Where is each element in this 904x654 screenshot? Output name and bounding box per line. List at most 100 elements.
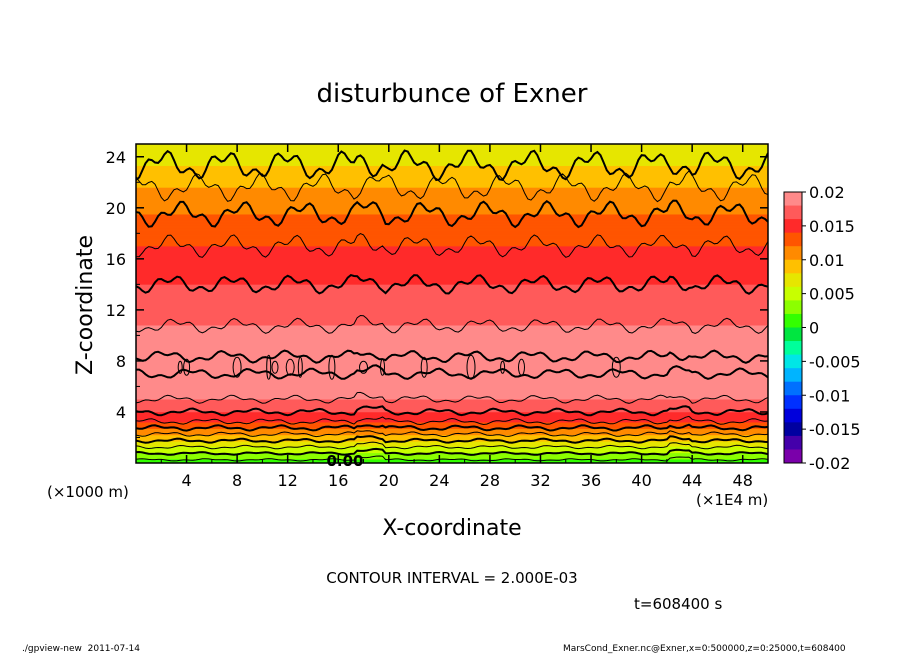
contour-cells [177, 354, 621, 380]
y-axis-label: Z-coordinate [73, 235, 98, 375]
contour-band [136, 375, 768, 378]
contour-band [136, 241, 768, 244]
colorbar-swatch [784, 259, 802, 274]
contour-band [136, 446, 768, 448]
contour-band [136, 236, 768, 239]
contour-band [136, 308, 768, 311]
contour-line [136, 199, 768, 229]
x-tick-label: 24 [429, 471, 449, 490]
contour-band [136, 247, 768, 249]
contour-band [136, 396, 768, 399]
contour-cell [266, 354, 272, 380]
x-unit-right: (×1E4 m) [696, 491, 768, 509]
y-tick-label: 4 [116, 403, 126, 422]
contour-band [136, 179, 768, 182]
contour-band [136, 383, 768, 386]
contour-band [136, 329, 768, 332]
contour-cell [183, 358, 191, 376]
contour-band [136, 407, 768, 410]
contour-band [136, 233, 768, 235]
contour-band [136, 307, 768, 309]
contour-band [136, 318, 768, 321]
contour-band [136, 180, 768, 183]
contour-band [136, 212, 768, 215]
contour-band [136, 159, 768, 161]
contour-band [136, 428, 768, 431]
contour-band [136, 298, 768, 300]
contour-band [136, 169, 768, 172]
contour-line [136, 273, 768, 295]
x-tick-label: 36 [581, 471, 601, 490]
colorbar-swatch [784, 408, 802, 423]
contour-band [136, 301, 768, 304]
contour-band [136, 294, 768, 297]
contour-band [136, 216, 768, 219]
contour-band [136, 335, 768, 337]
contour-band [136, 326, 768, 329]
contour-band [136, 430, 768, 433]
contour-line [136, 314, 768, 334]
contour-band [136, 185, 768, 188]
contour-band [136, 300, 768, 303]
contour-band [136, 402, 768, 405]
colorbar-label: 0.01 [809, 251, 845, 270]
contour-band [136, 373, 768, 376]
contour-band [136, 206, 768, 209]
contour-band [136, 253, 768, 256]
contour-band [136, 268, 768, 271]
contour-band [136, 155, 768, 158]
contour-band [136, 359, 768, 362]
contour-band [136, 451, 768, 454]
y-tick-label: 12 [106, 301, 126, 320]
contour-band [136, 439, 768, 442]
contour-band [136, 421, 768, 424]
y-tick-label: 16 [106, 250, 126, 269]
contour-label: 0.00 [326, 452, 363, 470]
contour-band [136, 276, 768, 279]
footer-right: MarsCond_Exner.nc@Exner,x=0:500000,z=0:2… [563, 644, 846, 654]
contour-band [136, 336, 768, 339]
contour-band [136, 381, 768, 383]
contour-band [136, 305, 768, 308]
contour-band [136, 412, 768, 415]
contour-line [136, 405, 768, 417]
contour-band [136, 358, 768, 360]
contour-band [136, 285, 768, 288]
contour-band [136, 395, 768, 397]
x-tick-label: 48 [733, 471, 753, 490]
contour-band [136, 198, 768, 201]
contour-band [136, 360, 768, 363]
contour-cell [285, 358, 295, 376]
x-tick-label: 44 [682, 471, 702, 490]
contour-band [136, 322, 768, 325]
contour-band [136, 147, 768, 150]
colorbar-swatch [784, 313, 802, 328]
contour-band [136, 166, 768, 169]
contour-cell [380, 358, 385, 376]
contour-band [136, 258, 768, 261]
contour-band [136, 350, 768, 353]
contour-band [136, 161, 768, 164]
colorbar-swatch [784, 395, 802, 410]
contour-line [136, 423, 768, 432]
contour-band [136, 254, 768, 257]
colorbar-swatch [784, 435, 802, 450]
contour-band [136, 270, 768, 272]
contour-band [136, 234, 768, 237]
x-axis-label: X-coordinate [382, 516, 521, 541]
contour-band [136, 208, 768, 211]
contour-band [136, 443, 768, 446]
contour-line [136, 364, 768, 380]
contour-band [136, 315, 768, 318]
contour-band [136, 157, 768, 160]
contour-band [136, 160, 768, 163]
x-tick-label: 16 [328, 471, 348, 490]
contour-band [136, 282, 768, 285]
contour-band [136, 239, 768, 242]
contour-band [136, 201, 768, 203]
footer-left: ./gpview-new 2011-07-14 [22, 644, 140, 654]
colorbar-swatch [784, 368, 802, 383]
contour-band [136, 397, 768, 400]
contour-band [136, 196, 768, 198]
